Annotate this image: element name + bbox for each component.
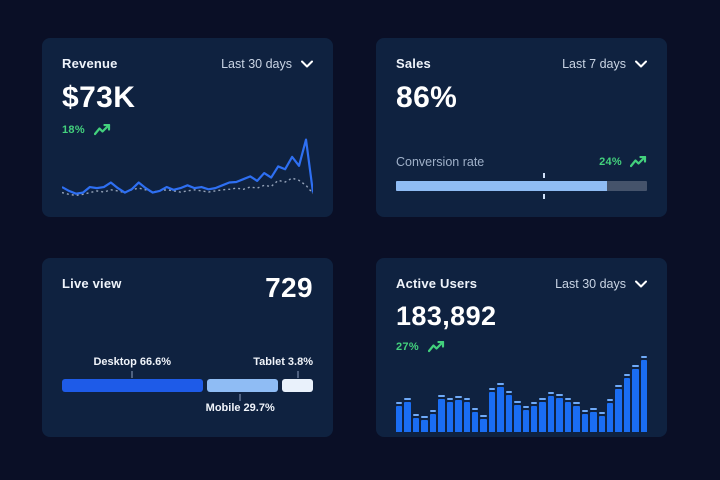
range-label: Last 30 days [221, 56, 292, 71]
chevron-down-icon [635, 60, 647, 67]
bar [615, 385, 622, 432]
range-selector[interactable]: Last 30 days [555, 277, 647, 291]
conversion-progress [396, 173, 647, 199]
bar [632, 365, 639, 432]
bar [547, 392, 555, 432]
bar [606, 399, 614, 432]
device-split-bottom-labels: Mobile 29.7% [62, 392, 313, 415]
bar [429, 410, 437, 432]
bar [581, 410, 589, 432]
bar [480, 415, 487, 432]
mobile-segment [206, 379, 279, 392]
revenue-delta: 18% [62, 124, 313, 136]
desktop-callout-tick [131, 371, 134, 378]
bar [564, 398, 572, 432]
revenue-card: Revenue Last 30 days $73K 18% [42, 38, 333, 217]
card-title: Revenue [62, 56, 118, 71]
card-title: Live view [62, 276, 122, 291]
chevron-down-icon [301, 60, 313, 67]
conversion-delta: 24% [599, 156, 647, 168]
bar [598, 412, 605, 432]
bar [446, 398, 454, 432]
live-view-header: Live view 729 [62, 272, 313, 304]
desktop-segment [62, 379, 203, 392]
active-users-delta: 27% [396, 341, 647, 353]
revenue-value: $73K [62, 81, 136, 114]
conversion-progress-fill [396, 181, 607, 191]
bar [421, 416, 428, 432]
revenue-card-header: Revenue Last 30 days [62, 56, 313, 71]
bar [463, 398, 470, 432]
chevron-down-icon [635, 280, 647, 287]
progress-marker-bottom [543, 194, 546, 199]
tablet-label: Tablet 3.8% [253, 356, 313, 368]
bar [556, 394, 563, 432]
bar [590, 408, 597, 432]
mobile-label: Mobile 29.7% [205, 402, 275, 414]
active-users-card: Active Users Last 30 days 183,892 27% [376, 258, 667, 437]
device-split-top-labels: Desktop 66.6% Tablet 3.8% [62, 356, 313, 379]
delta-value: 27% [396, 341, 419, 353]
device-split-bar [62, 379, 313, 392]
bar [539, 398, 546, 432]
mobile-callout-tick [239, 394, 242, 401]
conversion-progress-bar [396, 181, 647, 191]
desktop-label: Desktop 66.6% [93, 356, 172, 368]
active-users-value: 183,892 [396, 301, 497, 331]
active-users-card-header: Active Users Last 30 days [396, 276, 647, 291]
device-split-chart: Desktop 66.6% Tablet 3.8% Mobile 29.7% [62, 356, 313, 415]
live-view-card: Live view 729 Desktop 66.6% Tablet 3.8% … [42, 258, 333, 437]
bar [412, 414, 420, 432]
range-label: Last 7 days [562, 56, 626, 71]
range-selector[interactable]: Last 30 days [221, 57, 313, 71]
bar [488, 388, 496, 432]
range-selector[interactable]: Last 7 days [562, 57, 647, 71]
delta-value: 24% [599, 156, 622, 168]
conversion-rate-row: Conversion rate 24% [396, 155, 647, 169]
revenue-line-chart [62, 136, 313, 199]
bar [396, 402, 403, 432]
bar [531, 402, 538, 432]
tablet-callout-tick [296, 371, 299, 378]
bar [404, 398, 411, 432]
card-title: Sales [396, 56, 431, 71]
bar [438, 395, 445, 432]
bar [471, 408, 479, 432]
bar [522, 406, 529, 432]
bar [455, 396, 462, 432]
sales-value: 86% [396, 81, 458, 114]
bar [505, 391, 513, 432]
live-view-count: 729 [265, 272, 313, 303]
trending-up-icon [93, 124, 111, 136]
bar [514, 401, 521, 432]
bar [497, 383, 504, 432]
conversion-rate-label: Conversion rate [396, 155, 485, 169]
trending-up-icon [427, 341, 445, 353]
bar [623, 374, 631, 432]
active-users-bar-chart [396, 353, 648, 432]
progress-marker-top [543, 173, 546, 178]
trending-up-icon [630, 156, 647, 168]
bar [640, 356, 648, 432]
bar [573, 402, 580, 432]
range-label: Last 30 days [555, 276, 626, 291]
card-title: Active Users [396, 276, 478, 291]
sales-card-header: Sales Last 7 days [396, 56, 647, 71]
sales-card: Sales Last 7 days 86% Conversion rate 24… [376, 38, 667, 217]
delta-value: 18% [62, 124, 85, 136]
tablet-segment [282, 379, 313, 392]
